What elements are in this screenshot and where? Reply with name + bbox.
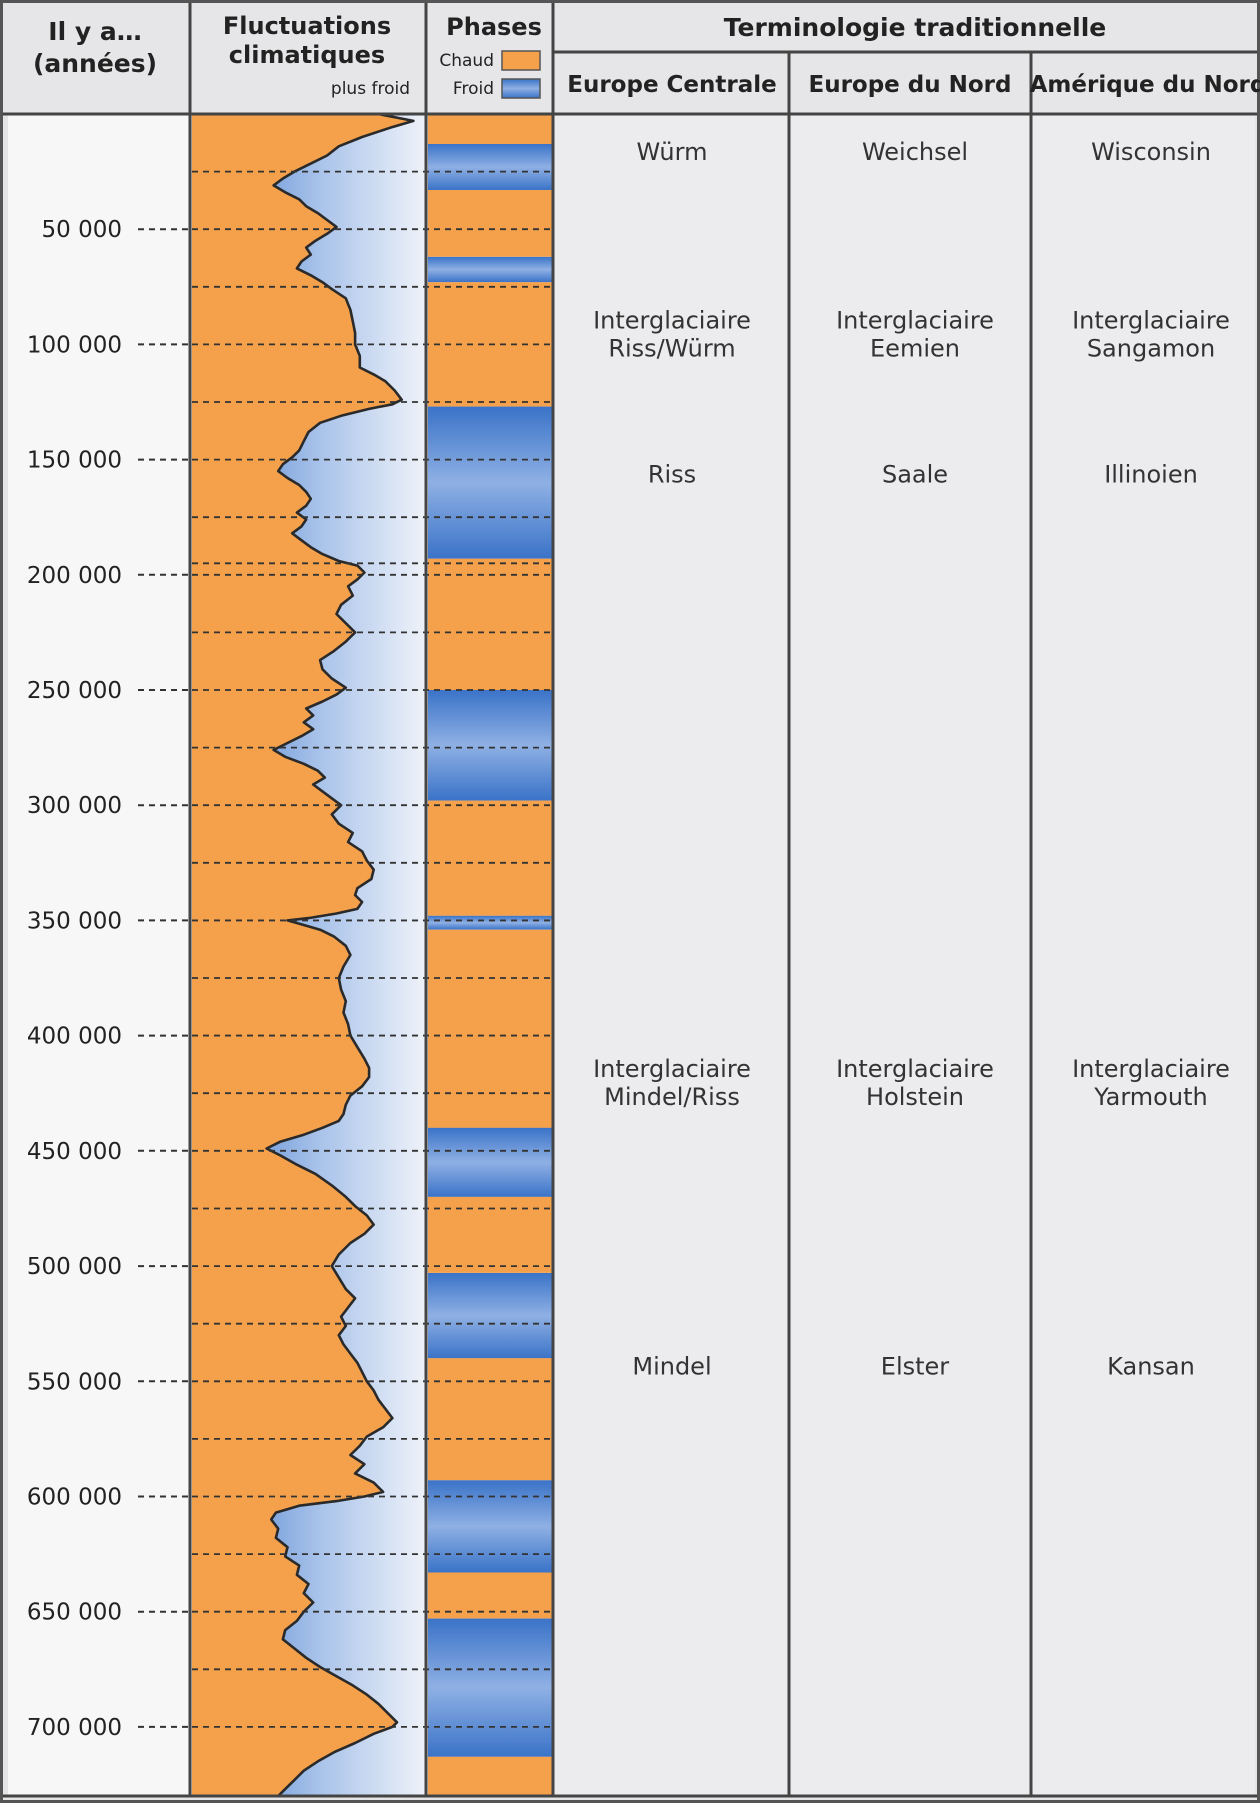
boundary-lines xyxy=(192,170,552,1728)
period-label: Sangamon xyxy=(1087,334,1215,362)
period-label: Interglaciaire xyxy=(836,306,994,334)
legend-chaud-label: Chaud xyxy=(439,51,494,71)
tick-label: 100 000 xyxy=(27,332,122,358)
phases-column xyxy=(428,114,552,1796)
climate-curve-line xyxy=(265,112,415,1797)
period-label: Holstein xyxy=(866,1083,964,1111)
period-label: Illinoien xyxy=(1104,461,1198,489)
phase-band-chaud xyxy=(428,800,552,916)
phase-band-froid xyxy=(428,256,552,283)
period-label: Interglaciaire xyxy=(593,306,751,334)
phase-band-chaud xyxy=(428,1756,552,1796)
period-label: Interglaciaire xyxy=(836,1055,994,1083)
legend-chaud-swatch xyxy=(501,50,541,71)
phase-band-froid xyxy=(428,406,552,559)
period-label: Riss xyxy=(648,461,696,489)
phase-band-chaud xyxy=(428,558,552,690)
tick-label: 350 000 xyxy=(27,908,122,934)
region-amerique-du-nord: Amérique du Nord xyxy=(1030,72,1260,98)
period-label: Interglaciaire xyxy=(1072,1055,1230,1083)
period-label: Interglaciaire xyxy=(1072,306,1230,334)
phase-band-froid xyxy=(428,1480,552,1573)
phase-band-chaud xyxy=(428,190,552,257)
period-label: Weichsel xyxy=(862,138,968,166)
age-header-line2: (années) xyxy=(33,49,157,78)
fluct-header-line1: Fluctuations xyxy=(223,12,391,40)
phase-band-froid xyxy=(428,1618,552,1757)
age-axis: 50 000 100 000 150 000 200 000 250 000 300 00… xyxy=(27,217,190,1741)
tick-label: 450 000 xyxy=(27,1139,122,1165)
tick-label: 550 000 xyxy=(27,1369,122,1395)
phase-band-froid xyxy=(428,915,552,930)
fluct-header-line2: climatiques xyxy=(229,41,385,69)
tick-label: 700 000 xyxy=(27,1715,122,1741)
phase-band-froid xyxy=(428,690,552,801)
period-label: Kansan xyxy=(1107,1352,1195,1380)
period-label: Würm xyxy=(637,138,708,166)
header-background xyxy=(0,0,1260,114)
tick-label: 50 000 xyxy=(42,217,122,243)
period-label: Interglaciaire xyxy=(593,1055,751,1083)
age-header-line1: Il y a… xyxy=(48,17,141,46)
warm-area xyxy=(192,114,414,1796)
tick-label: 300 000 xyxy=(27,793,122,819)
legend-froid-label: Froid xyxy=(453,79,494,99)
fluct-header-sub: plus froid xyxy=(331,79,410,99)
legend-froid-swatch xyxy=(501,78,541,99)
period-label: Elster xyxy=(881,1352,950,1380)
period-label: Wisconsin xyxy=(1091,138,1211,166)
age-column xyxy=(8,114,190,1796)
tick-label: 400 000 xyxy=(27,1024,122,1050)
terminology-header: Terminologie traditionnelle xyxy=(724,13,1106,42)
phase-band-chaud xyxy=(428,1196,552,1273)
tick-label: 650 000 xyxy=(27,1600,122,1626)
region-europe-du-nord: Europe du Nord xyxy=(808,72,1011,98)
period-label: Mindel/Riss xyxy=(604,1083,740,1111)
tick-label: 500 000 xyxy=(27,1254,122,1280)
terminology-labels: Würm Weichsel WisconsinInterglaciaireRiss/… xyxy=(593,138,1230,1380)
period-label: Yarmouth xyxy=(1093,1083,1207,1111)
phase-band-froid xyxy=(428,1273,552,1359)
period-label: Mindel xyxy=(632,1352,711,1380)
climate-curve-column xyxy=(192,112,425,1797)
terminology-panel xyxy=(553,114,1255,1796)
region-europe-centrale: Europe Centrale xyxy=(567,72,777,98)
phases-header: Phases xyxy=(446,13,542,41)
phase-band-chaud xyxy=(428,1358,552,1481)
tick-label: 200 000 xyxy=(27,563,122,589)
phase-band-chaud xyxy=(428,114,552,144)
period-label: Riss/Würm xyxy=(608,334,735,362)
tick-label: 150 000 xyxy=(27,448,122,474)
period-label: Saale xyxy=(882,461,948,489)
phase-band-chaud xyxy=(428,929,552,1128)
tick-label: 250 000 xyxy=(27,678,122,704)
phase-band-froid xyxy=(428,1127,552,1197)
tick-label: 600 000 xyxy=(27,1485,122,1511)
phase-band-froid xyxy=(428,144,552,191)
period-label: Eemien xyxy=(870,334,960,362)
